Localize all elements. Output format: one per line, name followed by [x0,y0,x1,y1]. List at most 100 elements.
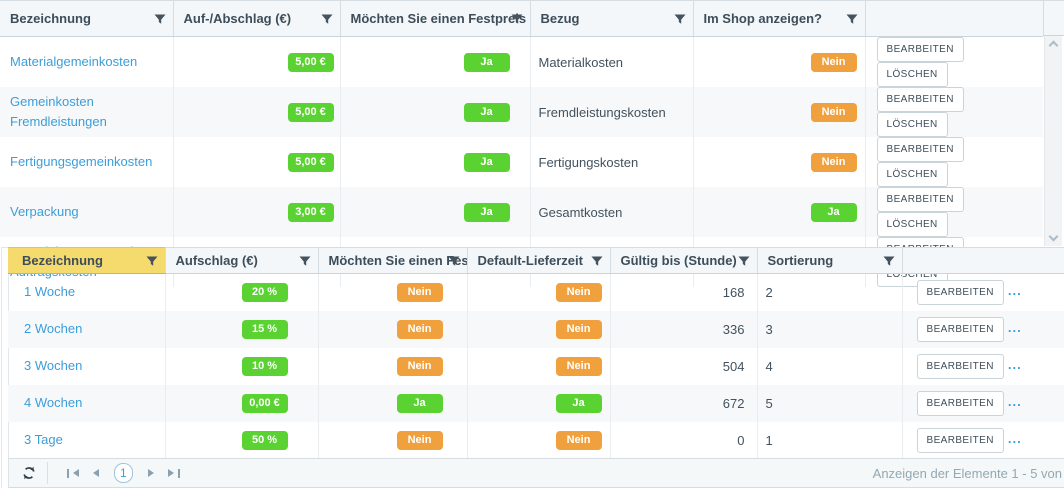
row-link[interactable]: 1 Woche [24,284,76,300]
filter-icon[interactable] [591,255,603,267]
more-options-button[interactable]: ... [1007,319,1022,335]
more-options-button[interactable]: ... [1007,282,1022,298]
row-link[interactable]: 4 Wochen [24,395,83,410]
sort-cell: 2 [757,273,903,311]
reference-cell: Gesamtkosten [530,187,694,237]
edit-button[interactable]: BEARBEITEN [876,137,964,162]
fixed-price-badge: Ja [396,393,443,413]
valid-until-cell: 336 [610,310,758,348]
column-header-bezeichnung[interactable]: Bezeichnung [0,0,174,37]
default-delivery-badge: Nein [555,356,602,376]
edit-button[interactable]: BEARBEITEN [916,316,1004,342]
edit-button[interactable]: BEARBEITEN [876,87,964,112]
table-row: 1 Woche 20 % Nein Nein 168 2 BEARBEITEN.… [8,273,1064,311]
delivery-time-table: Bezeichnung Aufschlag (€) Möchten Sie ei… [8,247,1064,459]
filter-icon[interactable] [674,13,686,25]
filter-icon[interactable] [846,13,858,25]
surcharge-badge: 0,00 € [241,393,288,413]
column-header-festpreis[interactable]: Möchten Sie einen Festprei [318,247,468,274]
fixed-price-badge: Ja [463,202,510,222]
sort-cell: 3 [757,310,903,348]
column-header-label: Aufschlag (€) [175,253,258,268]
row-link[interactable]: 3 Tage [24,432,63,447]
row-link[interactable]: 2 Wochen [24,321,83,336]
valid-until-cell: 672 [610,384,758,422]
reference-cell: Materialkosten [530,36,694,87]
filter-icon[interactable] [448,255,460,267]
prev-page-icon [93,469,99,477]
column-header-label: Bezeichnung [22,253,103,268]
column-header-bezeichnung-selected[interactable]: Bezeichnung [8,247,166,274]
filter-icon[interactable] [883,255,895,267]
column-header-default-lieferzeit[interactable]: Default-Lieferzeit [467,247,611,274]
row-link[interactable]: 3 Wochen [24,358,83,373]
prev-page-button[interactable] [93,469,99,477]
column-header-label: Sortierung [767,253,834,268]
row-link[interactable]: Verpackung [10,204,79,219]
valid-until-cell: 0 [610,421,758,459]
table-row: 4 Wochen 0,00 € Ja Ja 672 5 BEARBEITEN..… [8,384,1064,422]
surcharge-badge: 50 % [241,430,288,450]
more-options-button[interactable]: ... [1007,356,1022,372]
filter-icon[interactable] [154,13,166,25]
first-page-button[interactable] [67,468,79,478]
filter-icon[interactable] [146,255,158,267]
first-page-icon [73,469,79,477]
reference-cell: Fertigungskosten [530,137,694,187]
cost-surcharge-table: Bezeichnung Auf-/Abschlag (€) Möchten Si… [0,0,1043,287]
fixed-price-badge: Nein [396,356,443,376]
delete-button[interactable]: LÖSCHEN [876,162,948,187]
next-page-icon [147,469,154,477]
last-page-button[interactable] [167,468,180,478]
surcharge-badge: 5,00 € [287,52,334,72]
fixed-price-badge: Ja [463,102,510,122]
fixed-price-badge: Ja [463,52,510,72]
delete-button[interactable]: LÖSCHEN [876,212,948,237]
edit-button[interactable]: BEARBEITEN [916,279,1004,305]
column-header-aufschlag[interactable]: Aufschlag (€) [165,247,319,274]
row-link[interactable]: Gemeinkosten Fremdleistungen [10,94,107,129]
column-header-label: Gültig bis (Stunde) [620,253,737,268]
current-page-button[interactable]: 1 [114,463,133,483]
scroll-up-icon[interactable] [1048,40,1059,51]
default-delivery-badge: Nein [555,319,602,339]
row-link[interactable]: Materialgemeinkosten [10,54,138,69]
more-options-button[interactable]: ... [1007,393,1022,409]
column-header-bezug[interactable]: Bezug [530,0,694,37]
row-link[interactable]: Fertigungsgemeinkosten [10,154,153,169]
pager-status: Anzeigen der Elemente 1 - 5 von [872,465,1062,481]
edit-button[interactable]: BEARBEITEN [876,187,964,212]
column-header-gueltig-bis[interactable]: Gültig bis (Stunde) [610,247,758,274]
surcharge-badge: 20 % [241,282,288,302]
more-options-button[interactable]: ... [1007,430,1022,446]
sort-cell: 5 [757,384,903,422]
edit-button[interactable]: BEARBEITEN [916,390,1004,416]
column-header-sortierung[interactable]: Sortierung [757,247,903,274]
filter-icon[interactable] [511,13,523,25]
filter-icon[interactable] [299,255,311,267]
delete-button[interactable]: LÖSCHEN [876,62,948,87]
column-header-label: Bezeichnung [10,11,91,26]
scroll-down-icon[interactable] [1048,231,1059,242]
edit-button[interactable]: BEARBEITEN [876,37,964,62]
fixed-price-badge: Ja [463,152,510,172]
edit-button[interactable]: BEARBEITEN [916,427,1004,453]
delete-button[interactable]: LÖSCHEN [876,112,948,137]
filter-icon[interactable] [738,255,750,267]
show-in-shop-badge: Nein [810,52,857,72]
column-header-im-shop[interactable]: Im Shop anzeigen? [693,0,866,37]
column-header-festpreis[interactable]: Möchten Sie einen Festpreis de [340,0,531,37]
column-header-label: Default-Lieferzeit [477,253,583,268]
filter-icon[interactable] [321,13,333,25]
refresh-icon[interactable] [21,465,37,481]
vertical-scrollbar[interactable] [1044,36,1062,246]
edit-button[interactable]: BEARBEITEN [916,353,1004,379]
table-row: Verpackung 3,00 € Ja Gesamtkosten Ja BEA… [0,187,1043,237]
column-header-label: Bezug [540,11,580,26]
column-header-auf-abschlag[interactable]: Auf-/Abschlag (€) [173,0,341,37]
show-in-shop-badge: Nein [810,152,857,172]
next-page-button[interactable] [147,469,154,477]
surcharge-badge: 3,00 € [287,202,334,222]
reference-cell: Fremdleistungskosten [530,87,694,137]
table-row: Materialgemeinkosten 5,00 € Ja Materialk… [0,36,1043,87]
